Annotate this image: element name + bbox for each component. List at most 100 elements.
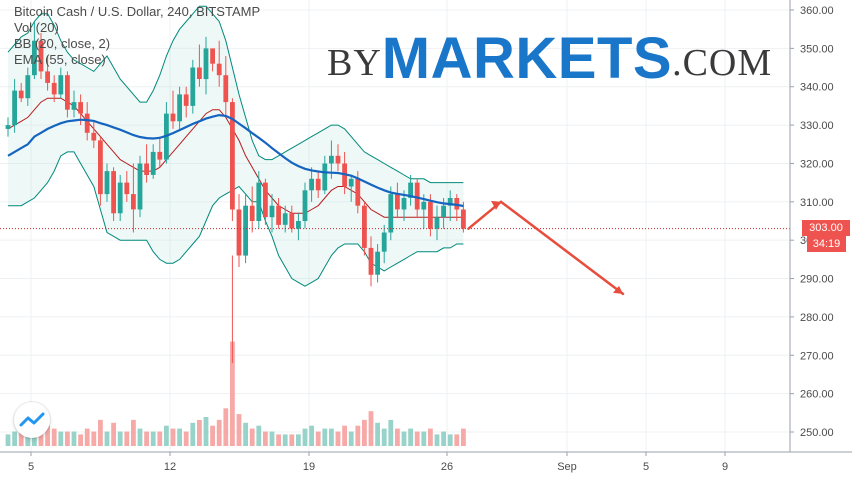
- candle-body-43: [289, 213, 295, 229]
- candle-body-20: [137, 163, 143, 210]
- candle-body-58: [388, 194, 394, 233]
- candle-body-21: [144, 163, 149, 175]
- candle-body-3: [25, 75, 31, 99]
- volume-bar-60: [401, 431, 407, 446]
- candle-body-63: [421, 201, 427, 210]
- volume-bar-59: [395, 428, 400, 446]
- volume-bar-51: [342, 425, 347, 446]
- bollinger-basis-line: [7, 97, 464, 218]
- volume-bar-54: [362, 419, 367, 446]
- volume-bar-26: [177, 428, 182, 446]
- candle-body-52: [348, 178, 354, 187]
- candle-body-50: [335, 155, 341, 164]
- chart-title: Bitcoin Cash / U.S. Dollar, 240, BITSTAM…: [14, 4, 261, 19]
- volume-bar-42: [282, 434, 288, 446]
- volume-bar-45: [302, 428, 308, 446]
- volume-bar-23: [157, 431, 163, 446]
- volume-bar-69: [461, 428, 466, 446]
- candle-body-9: [65, 75, 70, 110]
- volume-bar-9: [65, 431, 70, 446]
- price-tick-label-7: 320.00: [800, 158, 834, 170]
- volume-bar-68: [454, 434, 460, 446]
- price-tick-label-9: 340.00: [800, 82, 834, 94]
- candle-body-49: [329, 155, 334, 164]
- volume-bar-0: [5, 434, 11, 446]
- price-tick-label-10: 350.00: [800, 43, 834, 55]
- tradingview-icon: [19, 412, 45, 427]
- candle-body-16: [111, 171, 116, 214]
- candle-body-18: [124, 182, 130, 195]
- time-tick-label-4: Sep: [557, 461, 577, 473]
- candle-body-42: [282, 213, 288, 225]
- candle-body-59: [395, 194, 400, 210]
- time-tick-label-1: 12: [164, 461, 176, 473]
- candle-body-11: [78, 102, 83, 114]
- candle-body-32: [216, 63, 222, 76]
- volume-bar-58: [388, 419, 394, 446]
- price-tick-label-11: 360.00: [800, 5, 834, 17]
- candle-body-33: [223, 75, 229, 103]
- candle-body-67: [447, 198, 453, 206]
- candle-body-39: [263, 182, 268, 218]
- volume-bar-15: [104, 431, 110, 446]
- candle-body-22: [150, 151, 156, 175]
- candle-body-62: [414, 182, 420, 210]
- volume-bar-33: [223, 408, 229, 446]
- volume-bar-18: [124, 431, 130, 446]
- volume-bar-2: [18, 428, 24, 446]
- candle-body-14: [98, 140, 103, 195]
- candle-body-29: [197, 67, 202, 79]
- time-tick-label-3: 26: [441, 461, 453, 473]
- volume-bar-46: [309, 425, 314, 446]
- candle-body-13: [91, 132, 97, 141]
- volume-bar-36: [243, 422, 248, 446]
- candle-body-64: [428, 201, 433, 229]
- ema-line: [7, 113, 464, 208]
- candle-body-48: [322, 163, 328, 191]
- volume-bar-22: [150, 431, 156, 446]
- volume-bar-7: [51, 428, 57, 446]
- projection-arrowhead-up: [491, 200, 501, 210]
- volume-bar-61: [408, 428, 413, 446]
- volume-bar-34: [230, 341, 235, 446]
- candle-body-46: [309, 178, 314, 191]
- candle-body-15: [104, 171, 110, 195]
- brand-by: BY: [327, 42, 382, 84]
- volume-indicator-label: Vol (20): [14, 20, 59, 35]
- volume-bar-55: [368, 411, 374, 446]
- volume-bar-31: [210, 425, 215, 446]
- brand-markets: MARKETS: [381, 26, 673, 91]
- time-tick-label-6: 9: [722, 461, 728, 473]
- candle-body-41: [276, 205, 281, 225]
- projection-arrowhead-down: [613, 285, 623, 294]
- candle-body-57: [381, 232, 387, 252]
- tradingview-watermark[interactable]: [14, 402, 50, 438]
- price-tick-label-0: 250.00: [800, 427, 834, 439]
- candle-body-56: [375, 251, 380, 275]
- volume-bar-8: [58, 431, 64, 446]
- candle-body-27: [183, 94, 189, 106]
- brand-com: .COM: [672, 42, 773, 84]
- volume-bar-39: [263, 431, 268, 446]
- volume-bar-1: [12, 431, 17, 446]
- candle-body-1: [12, 90, 17, 126]
- volume-bar-17: [117, 431, 123, 446]
- volume-bar-66: [441, 431, 446, 446]
- candle-body-68: [454, 198, 460, 210]
- current-price-badge: 303.00: [802, 220, 850, 236]
- volume-bar-40: [269, 431, 275, 446]
- candle-body-55: [368, 247, 374, 275]
- candle-body-65: [434, 217, 440, 229]
- candle-body-38: [256, 182, 262, 221]
- candle-body-35: [236, 209, 242, 256]
- candle-body-60: [401, 198, 407, 210]
- volume-bar-43: [289, 434, 295, 446]
- volume-bar-32: [216, 419, 222, 446]
- volume-bar-62: [414, 431, 420, 446]
- candle-body-28: [190, 67, 196, 106]
- candle-body-34: [230, 102, 235, 210]
- volume-bar-57: [381, 428, 387, 446]
- candle-body-61: [408, 182, 413, 198]
